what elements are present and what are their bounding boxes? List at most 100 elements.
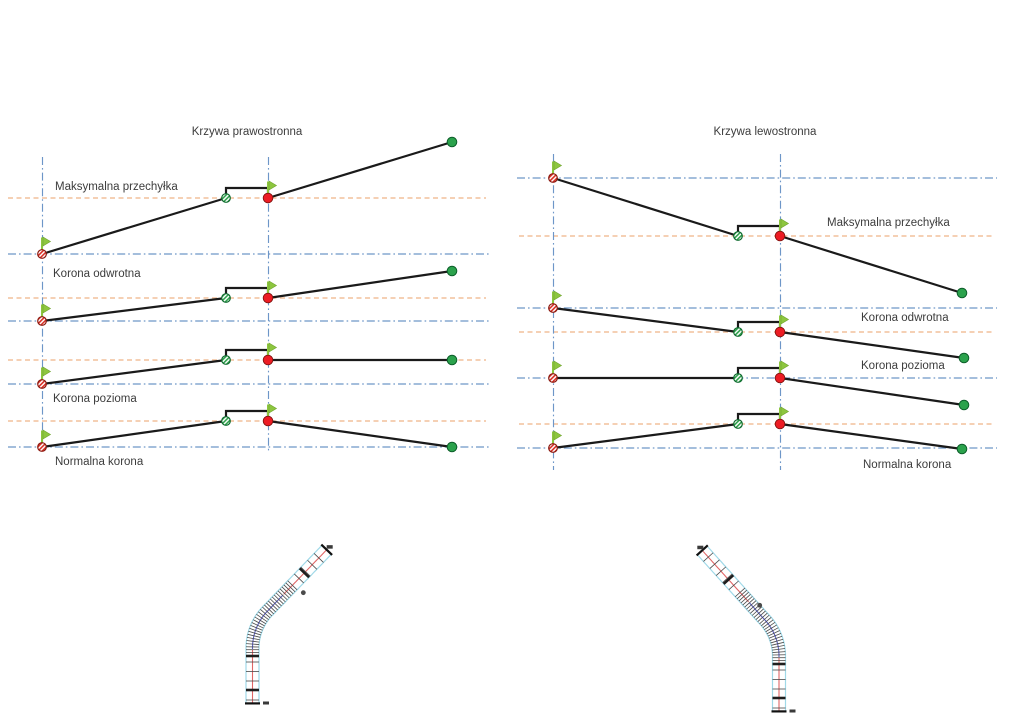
end-marker bbox=[958, 352, 970, 364]
section-tick bbox=[248, 630, 261, 636]
corridor-end-tick bbox=[695, 544, 709, 557]
section-tick bbox=[703, 552, 714, 562]
end-marker bbox=[446, 354, 458, 366]
end-station-label bbox=[326, 545, 333, 549]
superelevation-row bbox=[548, 360, 970, 411]
full-super-marker bbox=[774, 372, 786, 384]
section-tick bbox=[275, 592, 286, 603]
label-reverse-crown-right: Korona odwrotna bbox=[861, 312, 949, 324]
transition-line-in bbox=[40, 419, 228, 449]
superelevation-diagram-left-curve bbox=[517, 154, 997, 470]
section-tick bbox=[772, 651, 786, 653]
station-band bbox=[298, 567, 310, 579]
section-tick bbox=[764, 621, 776, 631]
spiral-mid-marker bbox=[221, 193, 231, 203]
full-super-marker bbox=[262, 292, 274, 304]
section-tick bbox=[287, 580, 298, 591]
section-tick bbox=[283, 584, 294, 595]
corridor-edge bbox=[697, 555, 774, 712]
section-tick bbox=[759, 614, 770, 625]
section-tick bbox=[762, 619, 774, 629]
section-tick bbox=[285, 582, 296, 593]
section-tick bbox=[757, 612, 768, 623]
end-marker bbox=[446, 265, 458, 277]
full-super-marker bbox=[262, 415, 274, 427]
section-tick bbox=[266, 602, 276, 613]
superelevation-row bbox=[37, 342, 458, 389]
section-tick bbox=[740, 594, 751, 604]
superelevation-row bbox=[37, 403, 458, 453]
section-tick bbox=[767, 630, 780, 637]
superelevation-row bbox=[548, 290, 970, 364]
section-tick bbox=[262, 606, 273, 617]
end-marker bbox=[958, 399, 970, 411]
label-reverse-crown-left: Korona odwrotna bbox=[53, 268, 141, 280]
section-tick bbox=[247, 633, 261, 638]
title-left-hand-curve: Krzywa lewostronna bbox=[713, 126, 817, 138]
transition-line-out bbox=[778, 376, 966, 407]
step-bracket bbox=[224, 348, 270, 358]
section-tick bbox=[753, 608, 764, 618]
section-tick bbox=[256, 613, 268, 623]
step-bracket bbox=[736, 366, 782, 376]
transition-line-out bbox=[778, 234, 964, 295]
section-tick bbox=[254, 616, 267, 625]
superelevation-row bbox=[37, 136, 458, 259]
end-marker bbox=[956, 443, 968, 455]
section-tick bbox=[715, 566, 727, 576]
section-tick bbox=[277, 590, 288, 601]
transition-line-in bbox=[551, 306, 740, 334]
section-tick bbox=[772, 648, 786, 651]
curve-station-label bbox=[300, 590, 306, 596]
section-tick bbox=[252, 619, 265, 627]
section-tick bbox=[264, 604, 274, 615]
superelevation-row bbox=[37, 265, 458, 326]
end-marker bbox=[446, 441, 458, 453]
label-max-superelevation-right: Maksymalna przechyłka bbox=[827, 217, 950, 229]
section-tick bbox=[728, 580, 739, 590]
end-marker bbox=[446, 136, 458, 148]
transition-line-in bbox=[40, 296, 228, 323]
section-tick bbox=[768, 632, 782, 639]
start-marker bbox=[37, 316, 47, 326]
section-tick bbox=[736, 589, 748, 600]
section-tick bbox=[734, 587, 746, 598]
corridor-centerline-red bbox=[702, 550, 749, 603]
full-super-marker bbox=[774, 326, 786, 338]
section-tick bbox=[307, 559, 318, 570]
section-tick bbox=[251, 622, 264, 629]
section-tick bbox=[294, 573, 304, 584]
plan-left-curve bbox=[695, 544, 796, 713]
section-tick bbox=[258, 611, 269, 621]
spiral-mid-marker bbox=[221, 355, 231, 365]
corridor-end-tick bbox=[320, 543, 333, 556]
step-bracket bbox=[736, 224, 782, 234]
end-station-label bbox=[263, 701, 269, 705]
label-normal-crown-left: Normalna korona bbox=[55, 456, 144, 468]
step-bracket bbox=[224, 186, 270, 196]
section-tick bbox=[751, 606, 763, 616]
start-marker bbox=[548, 443, 558, 453]
label-level-crown-right: Korona pozioma bbox=[861, 360, 945, 372]
transition-line-out bbox=[778, 422, 964, 451]
step-bracket bbox=[736, 412, 782, 422]
section-tick bbox=[748, 602, 759, 612]
start-marker bbox=[548, 173, 558, 183]
section-tick bbox=[771, 644, 785, 649]
superelevation-diagram-right-curve bbox=[8, 136, 489, 453]
section-tick bbox=[738, 591, 749, 602]
section-tick bbox=[246, 643, 260, 645]
corridor-edge bbox=[707, 546, 787, 712]
curve-station-label bbox=[757, 602, 763, 608]
transition-line-in bbox=[40, 358, 228, 386]
section-tick bbox=[755, 610, 766, 620]
transition-line-in bbox=[40, 196, 228, 256]
spiral-mid-marker bbox=[733, 327, 743, 337]
superelevation-row bbox=[548, 160, 968, 299]
section-tick bbox=[271, 596, 282, 607]
transition-line-in bbox=[551, 176, 740, 238]
section-tick bbox=[744, 598, 755, 608]
section-tick bbox=[269, 598, 280, 609]
full-super-marker bbox=[774, 230, 786, 242]
